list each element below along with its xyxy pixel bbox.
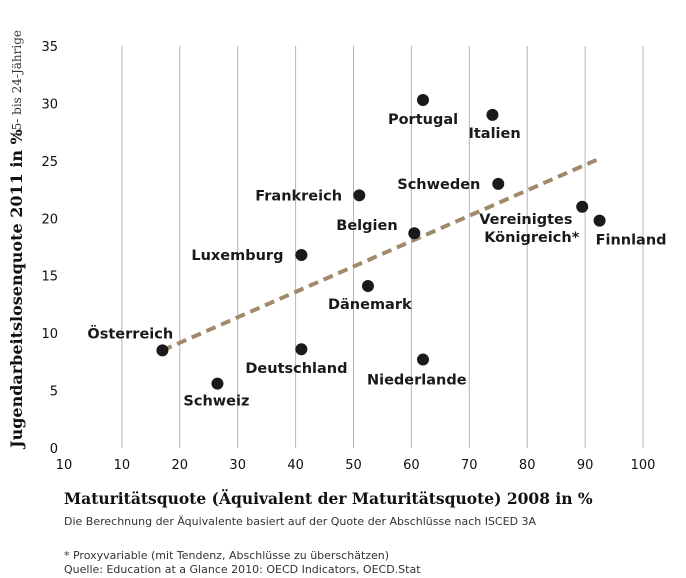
scatter-chart: Österreich Schweiz Deutschland Luxemburg Fra… xyxy=(7,30,667,473)
x-tick-label: 40 xyxy=(287,458,304,473)
data-point-0 xyxy=(156,344,169,357)
x-tick-label: 80 xyxy=(519,458,536,473)
data-point-3 xyxy=(295,249,308,262)
data-point-9 xyxy=(486,108,499,121)
x-tick-label: 90 xyxy=(577,458,594,473)
x-tick-label: 100 xyxy=(631,458,656,473)
footnote-proxy: * Proxyvariable (mit Tendenz, Abschlüsse… xyxy=(64,549,390,562)
point-label-3: Luxemburg xyxy=(191,248,283,264)
x-tick-labels: 10 10 20 30 40 50 60 70 80 90 100 xyxy=(56,458,656,473)
data-point-8 xyxy=(416,353,429,366)
data-point-12 xyxy=(593,214,606,227)
footnote-source: Quelle: Education at a Glance 2010: OECD… xyxy=(64,563,421,576)
point-label-11: Vereinigtes Königreich* xyxy=(479,212,579,246)
point-label-6: Belgien xyxy=(336,218,397,234)
y-tick-label: 25 xyxy=(41,155,58,170)
y-tick-labels: 0 5 10 15 20 25 30 35 xyxy=(41,40,58,457)
x-tick-label: 10 xyxy=(114,458,131,473)
y-tick-label: 30 xyxy=(41,97,58,112)
data-point-11 xyxy=(576,200,589,213)
data-point-5 xyxy=(361,280,374,293)
x-tick-label: 10 xyxy=(56,458,73,473)
x-tick-label: 30 xyxy=(229,458,246,473)
x-tick-label: 20 xyxy=(172,458,189,473)
point-label-2: Deutschland xyxy=(245,361,347,377)
data-point-1 xyxy=(211,377,224,390)
point-label-7: Portugal xyxy=(388,112,458,128)
y-tick-label: 15 xyxy=(41,270,58,285)
y-tick-label: 10 xyxy=(41,327,58,342)
point-label-0: Österreich xyxy=(87,324,173,342)
y-tick-label: 0 xyxy=(50,442,58,457)
y-axis-note: 15- bis 24-Jährige xyxy=(10,30,24,138)
point-label-10: Schweden xyxy=(397,177,480,193)
y-axis-label: Jugendarbeitslosenquote 2011 in % xyxy=(7,129,26,450)
data-point-10 xyxy=(492,177,505,190)
point-label-1: Schweiz xyxy=(183,394,249,410)
point-labels: Österreich Schweiz Deutschland Luxemburg Fra… xyxy=(87,112,666,410)
point-label-4: Frankreich xyxy=(255,188,342,204)
x-axis-label: Maturitätsquote (Äquivalent der Maturitä… xyxy=(64,489,593,508)
data-point-4 xyxy=(353,189,366,202)
x-tick-label: 70 xyxy=(461,458,478,473)
point-label-5: Dänemark xyxy=(328,297,412,313)
data-point-6 xyxy=(408,227,421,240)
y-tick-label: 20 xyxy=(41,212,58,227)
data-points xyxy=(156,93,606,390)
grid-lines xyxy=(121,46,644,448)
point-label-8: Niederlande xyxy=(367,373,467,389)
data-point-7 xyxy=(416,93,429,106)
y-tick-label: 5 xyxy=(50,385,58,400)
point-label-12: Finnland xyxy=(596,233,667,249)
y-tick-label: 35 xyxy=(41,40,58,55)
data-point-2 xyxy=(295,343,308,356)
x-tick-label: 60 xyxy=(403,458,420,473)
x-axis-note: Die Berechnung der Äquivalente basiert a… xyxy=(64,515,537,528)
point-label-9: Italien xyxy=(468,126,520,142)
x-tick-label: 50 xyxy=(345,458,362,473)
